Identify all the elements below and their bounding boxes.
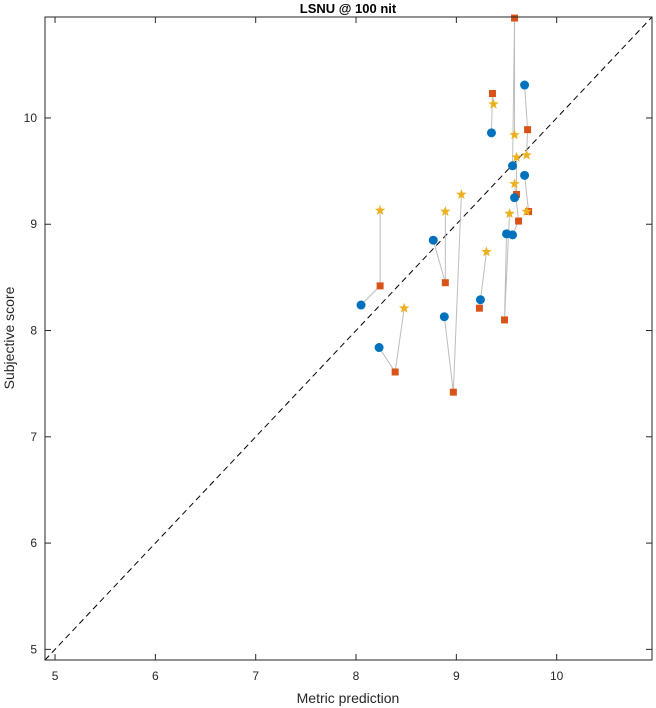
square-point — [524, 126, 532, 134]
circle-point — [439, 312, 449, 322]
y-axis-ticks: 5 6 7 8 9 10 — [24, 111, 652, 656]
star-point — [481, 246, 492, 257]
x-tick-label: 10 — [550, 669, 564, 683]
circle-point — [510, 193, 520, 203]
y-tick-label: 8 — [30, 324, 37, 338]
star-point — [440, 205, 451, 216]
square-point — [441, 279, 449, 287]
circle-point — [356, 300, 366, 310]
y-axis-title: Subjective score — [1, 286, 17, 389]
y-tick-label: 10 — [24, 111, 38, 125]
star-point — [511, 151, 522, 162]
circle-point — [508, 161, 518, 171]
plot-frame — [44, 16, 653, 661]
y-tick-label: 9 — [30, 217, 37, 231]
square-point — [449, 388, 457, 396]
square-point — [376, 282, 384, 290]
x-tick-label: 5 — [52, 669, 59, 683]
circle-point — [486, 128, 496, 138]
square-point — [488, 90, 496, 98]
star-point — [488, 98, 499, 109]
chart-title: LSNU @ 100 nit — [300, 1, 397, 16]
y-tick-label: 6 — [30, 536, 37, 550]
x-axis-ticks: 5 6 7 8 9 10 — [52, 17, 564, 683]
star-point — [509, 178, 520, 189]
x-tick-label: 7 — [252, 669, 259, 683]
star-point — [521, 205, 532, 216]
square-point — [515, 217, 523, 225]
square-point — [501, 316, 509, 324]
x-axis-title: Metric prediction — [297, 690, 400, 706]
star-point — [374, 204, 386, 215]
square-point — [391, 368, 399, 376]
circle-point — [475, 295, 485, 305]
star-point — [504, 208, 515, 219]
x-tick-label: 9 — [453, 669, 460, 683]
x-tick-label: 8 — [353, 669, 360, 683]
circle-point — [374, 343, 384, 353]
y-tick-label: 7 — [30, 430, 37, 444]
star-point — [509, 129, 520, 140]
identity-line — [44, 16, 653, 661]
star-point — [398, 302, 410, 313]
circle-point — [428, 235, 438, 245]
data-markers — [356, 14, 533, 396]
square-point — [475, 304, 483, 312]
circle-point — [508, 230, 518, 240]
y-tick-label: 5 — [30, 642, 37, 656]
star-point — [456, 188, 467, 199]
x-tick-label: 6 — [152, 669, 159, 683]
square-point — [511, 14, 519, 22]
circle-point — [520, 170, 530, 180]
star-point — [521, 149, 532, 160]
circle-point — [520, 80, 530, 90]
